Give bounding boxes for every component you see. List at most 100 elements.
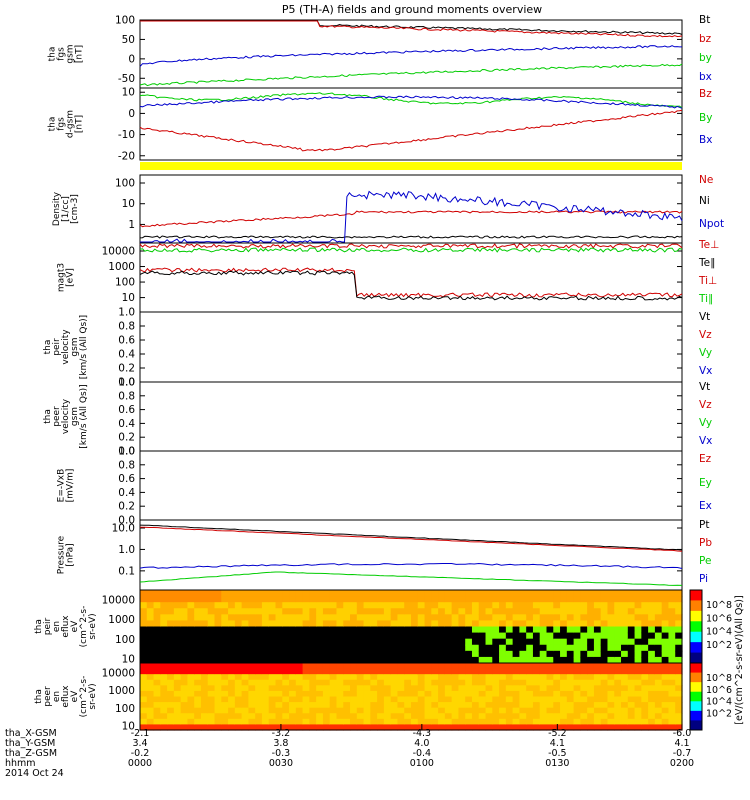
heatmap-cell — [641, 614, 649, 622]
heatmap-cell — [268, 707, 277, 714]
heatmap-cell — [282, 644, 290, 652]
heatmap-cell — [587, 638, 595, 646]
heatmap-cell — [478, 638, 487, 646]
heatmap-cell — [451, 596, 460, 603]
heatmap-cell — [167, 632, 175, 640]
heatmap-cell — [153, 650, 161, 658]
panel-peer_velocity: tha peer velocity gsm [km/s (All Qs)]1.00.80… — [43, 377, 712, 458]
heatmap-cell — [214, 650, 222, 658]
heatmap-cell — [648, 685, 656, 692]
heatmap-cell — [302, 656, 310, 664]
heatmap-cell — [417, 632, 426, 640]
heatmap-cell — [228, 638, 236, 646]
heatmap-cell — [532, 724, 541, 731]
heatmap-cell — [519, 702, 527, 709]
legend-bx: bx — [699, 71, 712, 83]
colorbar-tick: 10^4 — [706, 697, 732, 708]
heatmap-cell — [390, 608, 399, 615]
colorbar-label: [eV/(cm^2-s-sr-eV)(All Qs)] — [734, 595, 745, 724]
heatmap-cell — [207, 690, 216, 698]
heatmap-cell — [580, 713, 588, 720]
heatmap-cell — [153, 590, 161, 597]
heatmap-cell — [241, 702, 249, 709]
heatmap-cell — [580, 702, 588, 709]
heatmap-cell — [465, 713, 473, 720]
heatmap-cell — [200, 650, 209, 658]
heatmap-cell — [316, 679, 324, 686]
heatmap-cell — [228, 668, 236, 675]
heatmap-cell — [343, 602, 351, 609]
y-label-line: [1/cc] — [61, 196, 71, 222]
colorbar-segment — [690, 682, 702, 693]
heatmap-cell — [214, 590, 222, 597]
heatmap-cell — [316, 690, 324, 698]
heatmap-cell — [180, 650, 189, 658]
heatmap-cell — [648, 644, 656, 652]
heatmap-cell — [255, 718, 263, 726]
heatmap-cell — [654, 707, 663, 714]
legend-Te∥: Te∥ — [698, 257, 715, 269]
heatmap-cell — [526, 602, 534, 609]
y-tick-label: -50 — [118, 73, 135, 85]
heatmap-cell — [654, 663, 663, 670]
heatmap-cell — [140, 626, 148, 634]
heatmap-cell — [370, 632, 378, 640]
heatmap-cell — [580, 668, 588, 675]
heatmap-frame — [139, 662, 683, 731]
heatmap-cell — [621, 663, 629, 670]
heatmap-cell — [580, 632, 588, 640]
y-tick-label: 10 — [122, 198, 135, 210]
heatmap-cell — [668, 656, 676, 664]
heatmap-cell — [607, 679, 615, 686]
heatmap-cell — [377, 663, 385, 670]
heatmap-cell — [499, 644, 507, 652]
heatmap-cell — [146, 696, 155, 703]
heatmap-cell — [275, 707, 283, 714]
heatmap-cell — [214, 690, 222, 698]
time-axis-labels: tha_X-GSM tha_Y-GSM tha_Z-GSM hhmm 2014 … — [5, 728, 64, 779]
heatmap-cell — [167, 656, 175, 664]
heatmap-cell — [519, 632, 527, 640]
heatmap-cell — [289, 663, 297, 670]
heatmap-cell — [411, 596, 419, 603]
heatmap-cell — [526, 656, 534, 664]
heatmap-cell — [675, 590, 683, 597]
heatmap-cell — [648, 702, 656, 709]
y-label-line: sr-eV) — [88, 613, 98, 639]
y-tick-label: 10 — [122, 87, 135, 99]
heatmap-cell — [411, 632, 419, 640]
heatmap-cell — [309, 679, 317, 686]
heatmap-cell — [248, 679, 256, 686]
heatmap-cell — [621, 632, 629, 640]
heatmap-cell — [289, 685, 297, 692]
heatmap-cell — [411, 690, 419, 698]
heatmap-cell — [187, 644, 195, 652]
heatmap-cell — [268, 663, 277, 670]
heatmap-cell — [153, 602, 161, 609]
heatmap-cell — [390, 626, 399, 634]
colorbar-segment — [690, 720, 702, 731]
heatmap-cell — [343, 707, 351, 714]
heatmap-cell — [180, 626, 189, 634]
heatmap-cell — [634, 644, 642, 652]
y-label-line: tha — [48, 47, 58, 62]
heatmap-cell — [160, 702, 168, 709]
heatmap-cell — [600, 626, 609, 634]
heatmap-cell — [566, 638, 575, 646]
heatmap-cell — [356, 685, 365, 692]
heatmap-cell — [390, 663, 399, 670]
heatmap-cell — [478, 602, 487, 609]
heatmap-cell — [566, 596, 575, 603]
heatmap-cell — [248, 702, 256, 709]
y-tick-label: -20 — [118, 150, 135, 162]
heatmap-cell — [268, 696, 277, 703]
heatmap-cell — [167, 663, 175, 670]
heatmap-cell — [377, 674, 385, 681]
heatmap-cell — [187, 707, 195, 714]
heatmap-cell — [553, 685, 561, 692]
heatmap-cell — [593, 608, 602, 615]
heatmap-cell — [343, 679, 351, 686]
heatmap-cell — [200, 690, 209, 698]
heatmap-cell — [194, 724, 202, 731]
axis-row-name-3: hhmm — [5, 758, 36, 769]
